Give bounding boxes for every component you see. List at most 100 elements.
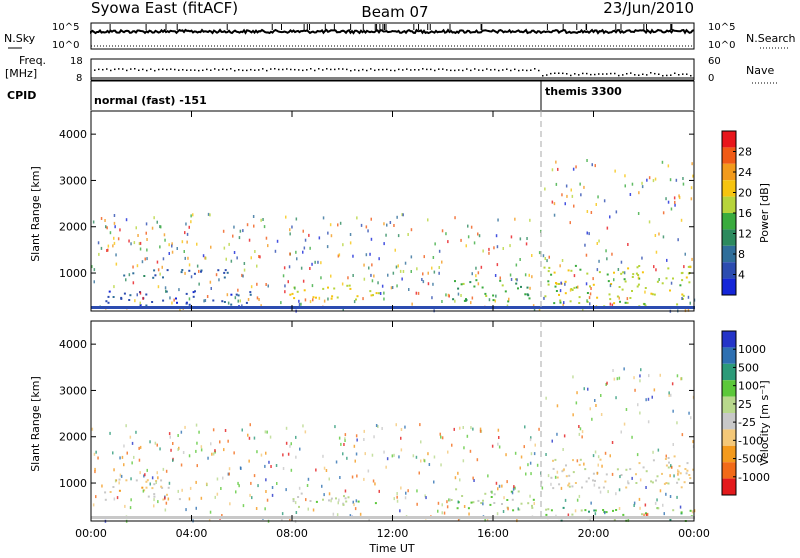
nsky-tick-top: 10^5 bbox=[52, 22, 79, 33]
heatmap-cell bbox=[223, 276, 226, 279]
heatmap-cell bbox=[104, 491, 107, 494]
heatmap-cell bbox=[423, 255, 425, 259]
heatmap-cell bbox=[559, 306, 561, 309]
heatmap-cell bbox=[169, 435, 171, 439]
heatmap-cell bbox=[573, 286, 576, 289]
freq-point bbox=[430, 68, 432, 71]
freq-point bbox=[582, 72, 584, 75]
heatmap-cell bbox=[559, 299, 562, 302]
heatmap-cell bbox=[592, 454, 595, 458]
heatmap-cell bbox=[289, 293, 292, 296]
heatmap-cell bbox=[643, 306, 645, 309]
heatmap-cell bbox=[245, 301, 248, 304]
heatmap-cell bbox=[329, 306, 331, 309]
heatmap-cell bbox=[97, 456, 99, 460]
heatmap-cell bbox=[447, 293, 450, 297]
heatmap-cell bbox=[223, 448, 225, 452]
heatmap-cell bbox=[507, 507, 509, 511]
heatmap-cell bbox=[588, 296, 591, 300]
heatmap-cell bbox=[539, 516, 541, 519]
heatmap-cell bbox=[183, 250, 185, 253]
heatmap-cell bbox=[603, 306, 605, 309]
heatmap-cell bbox=[667, 306, 669, 309]
heatmap-cell bbox=[527, 463, 529, 467]
heatmap-cell bbox=[117, 237, 120, 241]
heatmap-cell bbox=[690, 416, 692, 420]
heatmap-cell bbox=[298, 303, 301, 306]
heatmap-cell bbox=[303, 516, 305, 519]
heatmap-cell bbox=[479, 429, 482, 433]
freq-point bbox=[154, 69, 156, 72]
heatmap-cell bbox=[529, 516, 531, 519]
heatmap-cell bbox=[277, 306, 279, 309]
heatmap-cell bbox=[639, 478, 642, 482]
heatmap-cell bbox=[594, 399, 596, 402]
heatmap-cell bbox=[248, 238, 251, 242]
heatmap-cell bbox=[533, 452, 536, 456]
heatmap-cell bbox=[491, 516, 493, 519]
heatmap-cell bbox=[180, 430, 183, 434]
heatmap-cell bbox=[677, 472, 679, 476]
heatmap-cell bbox=[195, 423, 198, 427]
heatmap-cell bbox=[563, 516, 565, 519]
heatmap-cell bbox=[637, 516, 639, 519]
heatmap-cell bbox=[289, 516, 291, 519]
heatmap-cell bbox=[523, 445, 525, 449]
heatmap-cell bbox=[573, 274, 576, 278]
heatmap-cell bbox=[454, 216, 456, 220]
heatmap-cell bbox=[681, 433, 684, 437]
heatmap-cell bbox=[188, 497, 191, 501]
heatmap-cell bbox=[295, 250, 297, 254]
heatmap-cell bbox=[623, 271, 626, 275]
freq-point bbox=[610, 72, 612, 75]
heatmap-cell bbox=[127, 306, 129, 309]
heatmap-cell bbox=[448, 498, 450, 502]
heatmap-cell bbox=[190, 220, 192, 224]
heatmap-cell bbox=[569, 300, 572, 303]
heatmap-cell bbox=[165, 469, 168, 473]
colorbar-segment bbox=[722, 413, 736, 430]
heatmap-cell bbox=[632, 273, 635, 276]
freq-point bbox=[270, 68, 272, 70]
heatmap-cell bbox=[172, 458, 174, 462]
freq-point bbox=[410, 69, 412, 71]
freq-tick-bottom: 8 bbox=[76, 73, 82, 84]
heatmap-cell bbox=[682, 182, 685, 186]
heatmap-cell bbox=[396, 495, 398, 499]
heatmap-cell bbox=[146, 238, 148, 241]
heatmap-cell bbox=[483, 516, 485, 519]
freq-point bbox=[214, 68, 216, 70]
heatmap-cell bbox=[613, 278, 615, 282]
heatmap-cell bbox=[615, 306, 617, 309]
heatmap-cell bbox=[112, 244, 114, 248]
heatmap-cell bbox=[342, 503, 345, 506]
heatmap-cell bbox=[647, 306, 649, 309]
heatmap-cell bbox=[212, 428, 215, 432]
heatmap-cell bbox=[452, 298, 455, 301]
heatmap-cell bbox=[572, 167, 575, 171]
heatmap-cell bbox=[482, 249, 484, 253]
heatmap-cell bbox=[638, 497, 641, 501]
heatmap-cell bbox=[289, 228, 291, 232]
freq-point bbox=[326, 68, 328, 70]
velocity-scatter-data bbox=[91, 367, 696, 523]
heatmap-cell bbox=[645, 398, 647, 402]
heatmap-cell bbox=[267, 244, 269, 248]
heatmap-cell bbox=[363, 429, 365, 433]
heatmap-cell bbox=[673, 196, 676, 200]
heatmap-cell bbox=[545, 453, 547, 456]
heatmap-cell bbox=[167, 486, 170, 489]
heatmap-cell bbox=[352, 500, 354, 504]
heatmap-cell bbox=[181, 488, 183, 492]
heatmap-cell bbox=[689, 477, 692, 480]
heatmap-cell bbox=[534, 443, 536, 447]
heatmap-cell bbox=[493, 502, 496, 504]
heatmap-cell bbox=[219, 516, 221, 519]
heatmap-cell bbox=[429, 306, 431, 309]
freq-point bbox=[262, 68, 264, 70]
heatmap-cell bbox=[257, 306, 259, 309]
heatmap-cell bbox=[265, 236, 268, 240]
heatmap-cell bbox=[543, 296, 545, 300]
heatmap-cell bbox=[336, 513, 339, 517]
heatmap-cell bbox=[447, 450, 449, 454]
